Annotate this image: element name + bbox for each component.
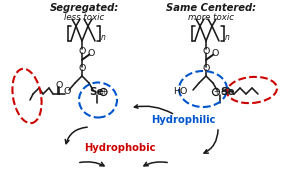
Text: HO: HO xyxy=(174,88,188,97)
Text: O: O xyxy=(63,88,71,97)
Text: O: O xyxy=(202,46,210,56)
Text: n: n xyxy=(225,33,230,42)
Text: O: O xyxy=(212,49,219,58)
Text: O: O xyxy=(55,81,63,90)
Text: +: + xyxy=(100,88,107,97)
Text: O: O xyxy=(202,64,210,73)
Text: Segregated:: Segregated: xyxy=(49,3,119,13)
Text: Hydrophilic: Hydrophilic xyxy=(151,115,215,125)
Text: Se: Se xyxy=(220,87,235,97)
Text: more toxic: more toxic xyxy=(188,12,234,22)
Text: n: n xyxy=(100,33,105,42)
Text: Se: Se xyxy=(90,87,104,97)
Text: +: + xyxy=(213,88,219,97)
Text: Hydrophobic: Hydrophobic xyxy=(84,143,156,153)
Text: O: O xyxy=(78,46,86,56)
Text: less toxic: less toxic xyxy=(64,12,104,22)
Text: O: O xyxy=(88,49,95,58)
Text: Same Centered:: Same Centered: xyxy=(166,3,256,13)
Text: O: O xyxy=(78,64,86,73)
